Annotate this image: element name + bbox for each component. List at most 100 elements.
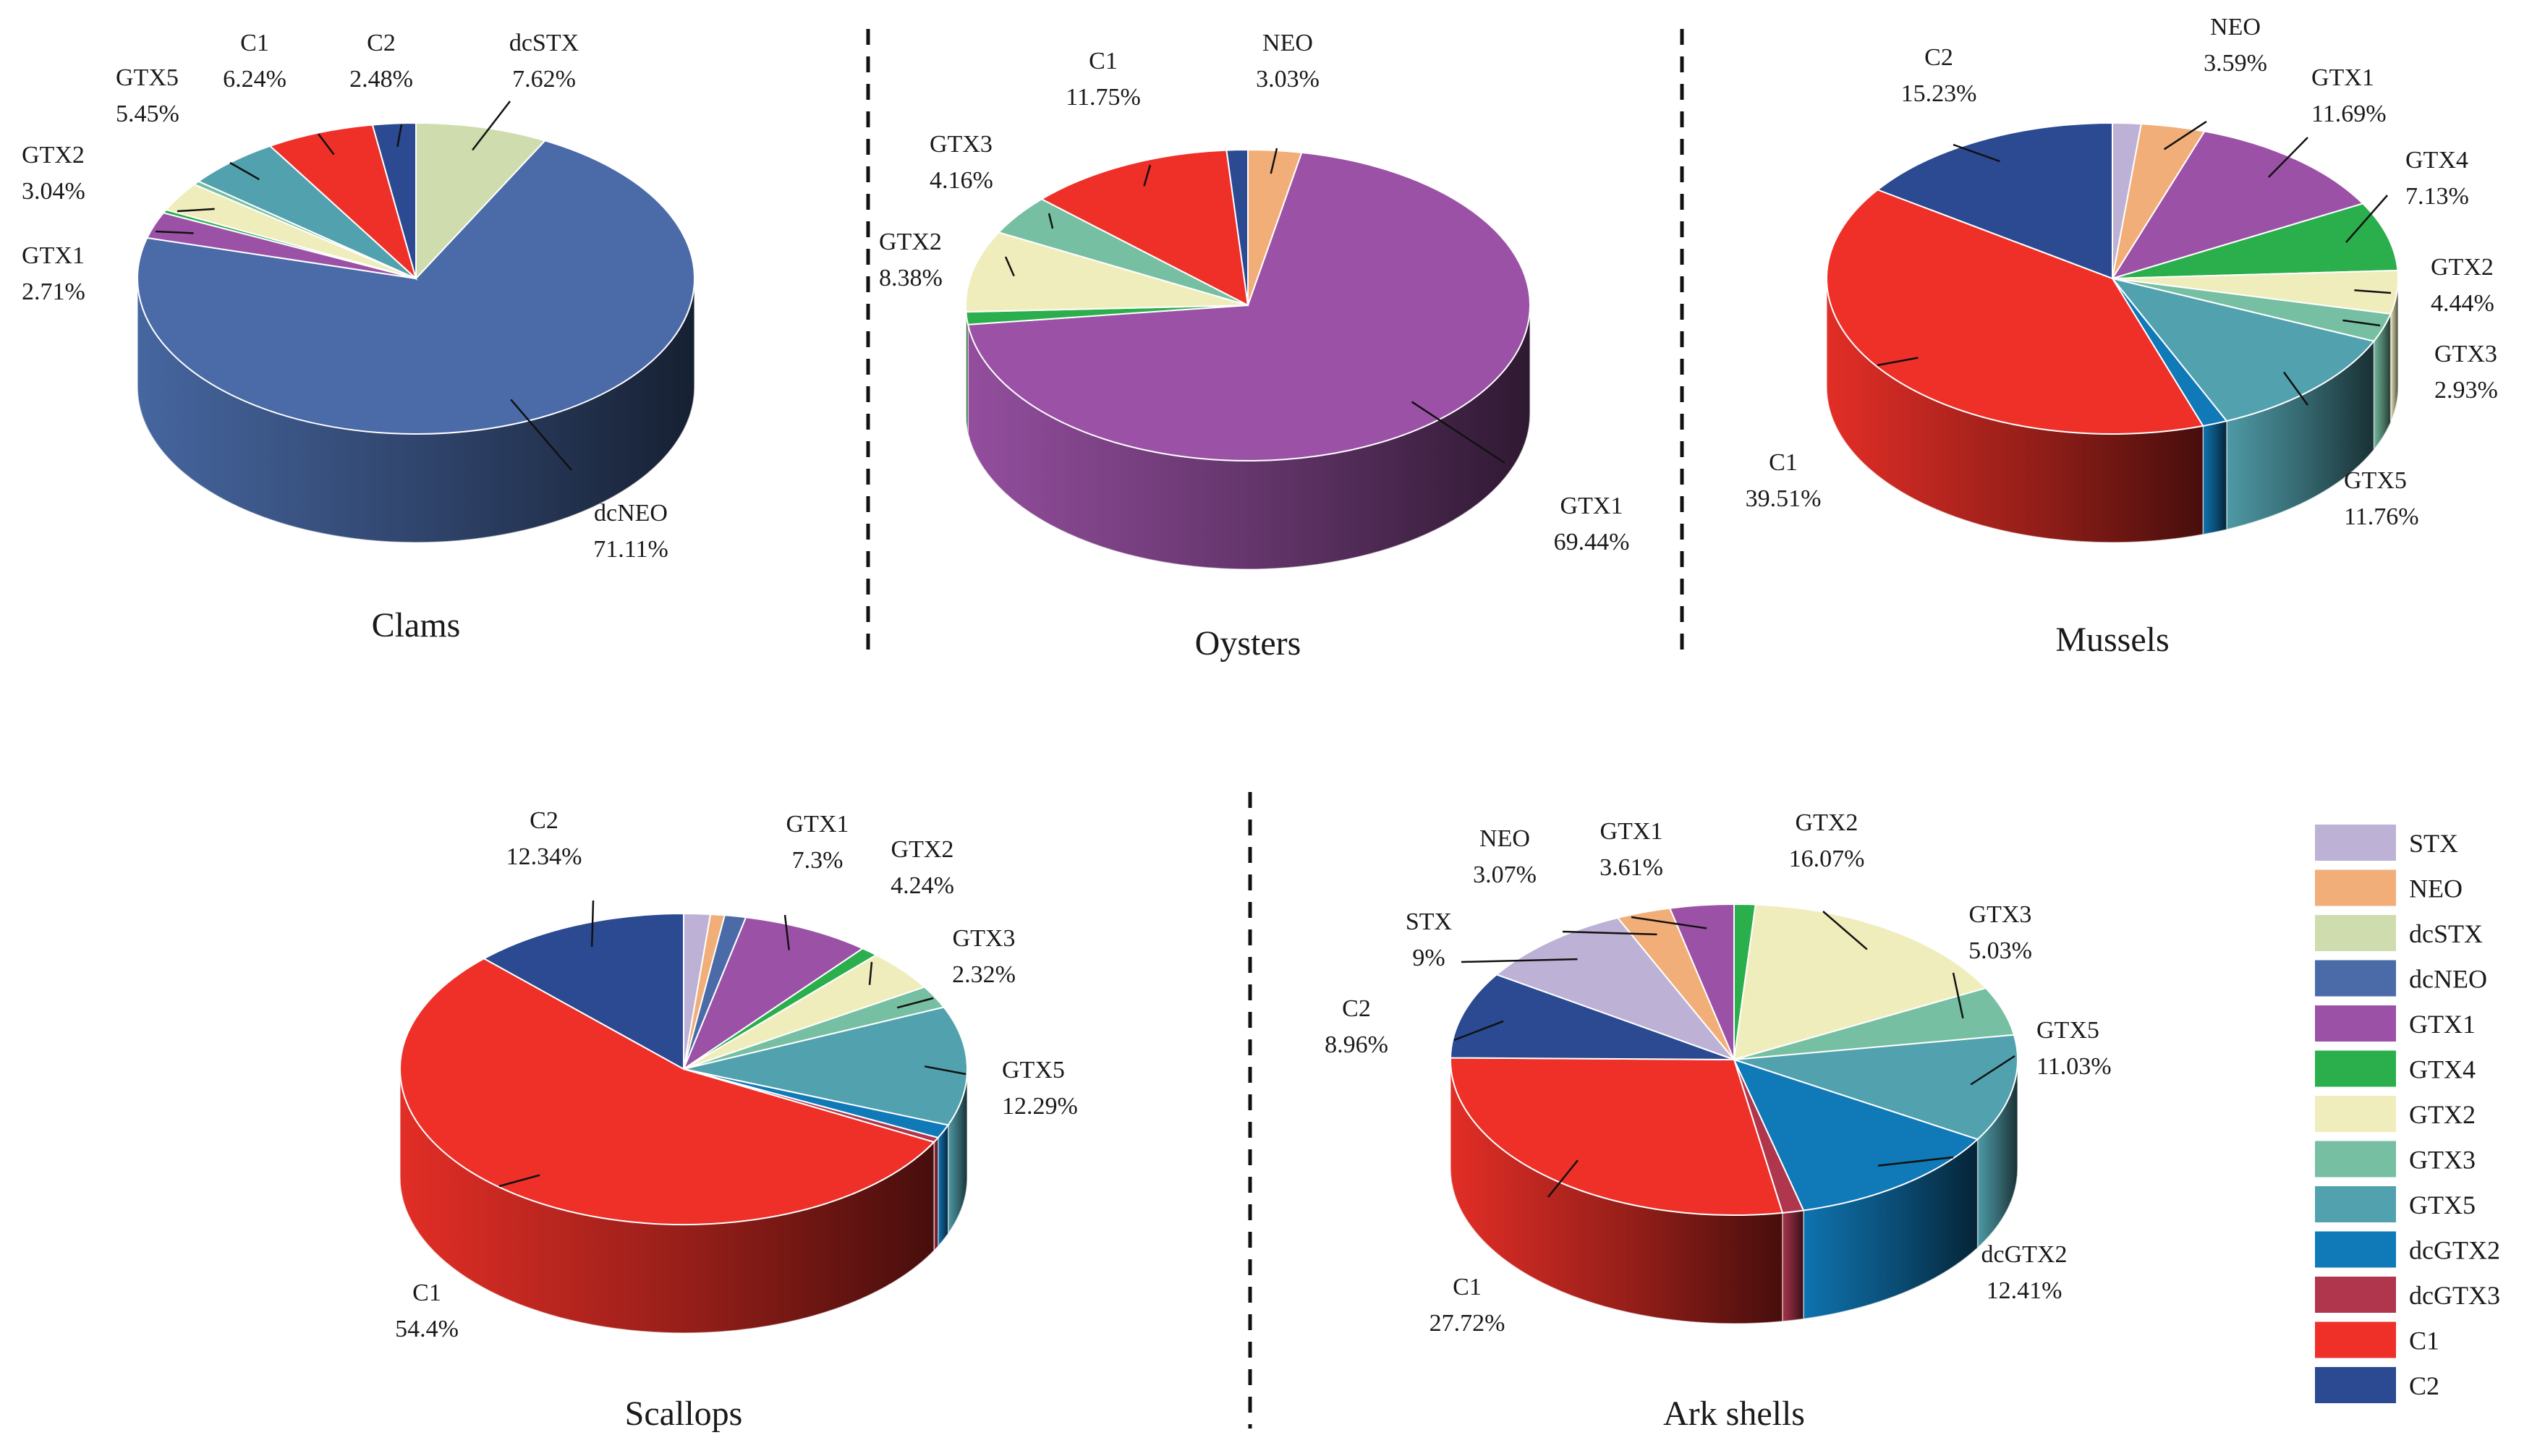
slice-label-stx: STX [1406,908,1452,935]
slice-pct-gtx2: 4.24% [891,872,954,899]
slice-pct-c2: 2.48% [349,66,413,93]
pie-top [400,914,967,1225]
slice-pct-gtx2: 8.38% [879,265,943,291]
slice-label-dcneo: dcNEO [594,500,668,527]
legend-swatch [2315,915,2396,951]
slice-pct-gtx2: 16.07% [1789,846,1865,872]
pie-title-ark-shells: Ark shells [1663,1395,1805,1433]
side-dcgtx2 [938,1125,948,1246]
pies-layer: dcSTX7.62%dcNEO71.11%GTX12.71%GTX23.04%G… [22,14,2498,1433]
pie-title-mussels: Mussels [2055,621,2169,659]
legend-label: dcGTX2 [2409,1236,2500,1265]
legend-item-gtx2: GTX2 [2315,1096,2476,1132]
slice-label-gtx5: GTX5 [1002,1057,1065,1084]
legend-swatch [2315,1141,2396,1178]
slice-pct-gtx3: 2.32% [952,961,1016,988]
legend-item-gtx5: GTX5 [2315,1186,2476,1222]
pie-scallops: GTX17.3%GTX24.24%GTX32.32%GTX512.29%C154… [395,807,1078,1433]
legend-label: GTX2 [2409,1100,2476,1129]
slice-label-gtx2: GTX2 [879,229,942,255]
legend-label: dcGTX3 [2409,1281,2500,1310]
slice-pct-c1: 6.24% [223,66,286,93]
slice-label-gtx3: GTX3 [930,131,993,158]
legend: STXNEOdcSTXdcNEOGTX1GTX4GTX2GTX3GTX5dcGT… [2315,825,2500,1403]
slice-label-gtx1: GTX1 [1560,493,1623,519]
slice-label-gtx2: GTX2 [2431,254,2494,281]
slice-label-gtx1: GTX1 [1600,818,1663,845]
slice-pct-gtx3: 4.16% [930,167,993,194]
legend-swatch [2315,1005,2396,1042]
slice-pct-gtx1: 2.71% [22,278,85,305]
legend-label: C2 [2409,1371,2439,1400]
legend-swatch [2315,1186,2396,1222]
slice-label-gtx3: GTX3 [2434,341,2497,367]
slice-pct-gtx3: 5.03% [1968,937,2032,964]
legend-swatch [2315,961,2396,997]
legend-swatch [2315,1277,2396,1313]
pie-top [966,150,1530,461]
pie-top [1450,904,2018,1215]
slice-label-gtx1: GTX1 [2311,64,2374,91]
slice-pct-gtx1: 3.61% [1600,854,1663,881]
slice-label-gtx2: GTX2 [891,836,954,863]
slice-pct-gtx1: 7.3% [792,847,844,874]
slice-label-gtx3: GTX3 [953,925,1016,952]
side-dcgtx2 [2203,421,2227,535]
pie-title-scallops: Scallops [625,1395,743,1433]
slice-label-c2: C2 [1924,44,1953,71]
pie-top [137,123,694,434]
slice-pct-c2: 15.23% [1901,80,1977,107]
legend-item-c2: C2 [2315,1367,2439,1403]
legend-swatch [2315,1232,2396,1268]
slice-label-c2: C2 [1342,995,1371,1022]
legend-swatch [2315,825,2396,861]
legend-item-gtx3: GTX3 [2315,1141,2476,1178]
slice-pct-gtx5: 5.45% [116,101,179,127]
slice-pct-neo: 3.59% [2204,50,2267,77]
slice-label-gtx4: GTX4 [2405,147,2468,174]
slice-pct-gtx5: 11.03% [2036,1053,2112,1080]
slice-pct-c2: 8.96% [1325,1031,1388,1058]
legend-item-stx: STX [2315,825,2458,861]
slice-label-gtx1: GTX1 [786,811,849,838]
slice-label-neo: NEO [1262,30,1313,56]
side-dcgtx3 [1783,1210,1804,1321]
slice-pct-gtx2: 3.04% [22,178,85,205]
slice-pct-neo: 3.07% [1473,861,1537,888]
pie-top [1827,123,2398,434]
legend-item-gtx1: GTX1 [2315,1005,2476,1042]
slice-pct-c1: 54.4% [395,1316,459,1342]
legend-label: STX [2409,829,2458,858]
slice-label-gtx1: GTX1 [22,242,85,269]
slice-pct-gtx1: 11.69% [2311,101,2387,127]
legend-swatch [2315,1322,2396,1358]
slice-pct-stx: 9% [1412,945,1445,971]
pie-title-oysters: Oysters [1195,624,1301,663]
pie-oysters: NEO3.03%GTX169.44%GTX28.38%GTX34.16%C111… [879,30,1629,663]
slice-pct-dcstx: 7.62% [512,66,576,93]
slice-label-gtx5: GTX5 [2344,467,2407,494]
slice-label-neo: NEO [1479,825,1530,852]
legend-swatch [2315,870,2396,906]
slice-pct-c2: 12.34% [506,843,582,870]
pie-title-clams: Clams [372,606,461,644]
slice-pct-gtx3: 2.93% [2434,377,2498,404]
slice-pct-gtx5: 12.29% [1002,1093,1078,1120]
legend-label: NEO [2409,874,2463,903]
legend-item-dcstx: dcSTX [2315,915,2483,951]
legend-label: dcSTX [2409,919,2483,948]
legend-label: GTX1 [2409,1010,2476,1039]
slice-label-c1: C1 [1089,48,1118,74]
legend-label: GTX3 [2409,1146,2476,1175]
legend-item-c1: C1 [2315,1322,2439,1358]
slice-label-gtx5: GTX5 [2036,1017,2099,1044]
legend-item-dcgtx2: dcGTX2 [2315,1232,2500,1268]
slice-label-dcgtx2: dcGTX2 [1981,1241,2068,1268]
pie-ark-shells: GTX216.07%GTX35.03%GTX511.03%dcGTX212.41… [1325,809,2111,1433]
legend-item-gtx4: GTX4 [2315,1051,2476,1087]
slice-pct-gtx4: 7.13% [2405,183,2469,210]
legend-swatch [2315,1367,2396,1403]
slice-pct-neo: 3.03% [1256,66,1320,93]
slice-pct-gtx1: 69.44% [1554,529,1630,555]
